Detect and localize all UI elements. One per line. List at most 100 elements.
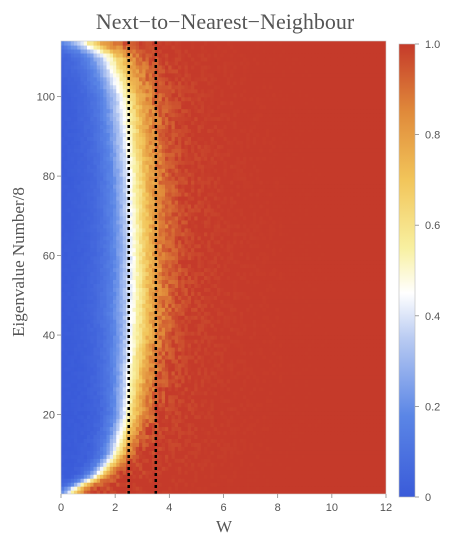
heatmap-cell <box>142 339 147 344</box>
heatmap-cell <box>207 323 212 328</box>
heatmap-cell <box>236 438 241 443</box>
heatmap-cell <box>67 386 72 392</box>
heatmap-cell <box>116 390 121 396</box>
heatmap-cell <box>74 478 78 483</box>
heatmap-cell <box>187 490 192 494</box>
heatmap-cell <box>314 299 319 304</box>
heatmap-cell <box>256 490 260 494</box>
heatmap-cell <box>61 315 65 320</box>
heatmap-cell <box>168 378 173 384</box>
heatmap-cell <box>369 311 374 316</box>
heatmap-cell <box>278 486 283 491</box>
heatmap-cell <box>376 474 381 479</box>
heatmap-cell <box>298 482 303 487</box>
heatmap-cell <box>122 394 127 400</box>
heatmap-cell <box>236 402 241 408</box>
heatmap-cell <box>243 358 247 364</box>
heatmap-cell <box>230 382 234 388</box>
heatmap-cell <box>356 339 361 344</box>
heatmap-cell <box>223 311 228 316</box>
heatmap-cell <box>119 350 124 356</box>
heatmap-cell <box>363 394 368 400</box>
heatmap-cell <box>122 307 127 312</box>
heatmap-cell <box>288 374 293 380</box>
heatmap-cell <box>291 319 296 324</box>
heatmap-cell <box>174 462 179 467</box>
heatmap-cell <box>207 311 212 316</box>
heatmap-cell <box>155 370 160 376</box>
heatmap-cell <box>158 398 163 404</box>
heatmap-cell <box>373 438 377 443</box>
heatmap-cell <box>191 486 195 491</box>
heatmap-cell <box>145 358 150 364</box>
heatmap-cell <box>252 474 257 479</box>
heatmap-cell <box>256 478 260 483</box>
heatmap-cell <box>330 406 335 412</box>
heatmap-cell <box>181 319 186 324</box>
heatmap-cell <box>168 398 173 404</box>
heatmap-cell <box>213 323 218 328</box>
heatmap-cell <box>132 430 137 435</box>
heatmap-cell <box>109 490 114 494</box>
heatmap-cell <box>178 366 182 372</box>
heatmap-cell <box>382 426 386 432</box>
heatmap-cell <box>246 486 251 491</box>
heatmap-cell <box>330 490 335 494</box>
heatmap-cell <box>90 486 95 491</box>
heatmap-cell <box>103 462 108 467</box>
heatmap-cell <box>178 315 182 320</box>
heatmap-cell <box>366 374 371 380</box>
heatmap-cell <box>61 402 65 408</box>
heatmap-cell <box>96 454 101 459</box>
heatmap-cell <box>77 410 82 416</box>
heatmap-cell <box>243 319 247 324</box>
heatmap-cell <box>301 438 306 443</box>
heatmap-cell <box>109 350 114 356</box>
heatmap-cell <box>191 434 195 439</box>
heatmap-cell <box>314 390 319 396</box>
heatmap-cell <box>142 402 147 408</box>
heatmap-cell <box>194 331 199 336</box>
heatmap-cell <box>223 331 228 336</box>
heatmap-cell <box>83 414 88 420</box>
heatmap-cell <box>168 482 173 487</box>
heatmap-cell <box>204 402 208 408</box>
heatmap-cell <box>382 398 386 404</box>
heatmap-cell <box>282 418 286 424</box>
heatmap-cell <box>61 382 65 388</box>
heatmap-cell <box>334 315 338 320</box>
heatmap-cell <box>298 390 303 396</box>
heatmap-cell <box>191 307 195 312</box>
heatmap-cell <box>249 458 254 463</box>
heatmap-cell <box>161 434 166 439</box>
heatmap-cell <box>340 450 345 455</box>
heatmap-cell <box>67 410 72 416</box>
heatmap-cell <box>70 478 75 483</box>
heatmap-cell <box>373 482 377 487</box>
heatmap-cell <box>340 374 345 380</box>
heatmap-cell <box>168 430 173 435</box>
heatmap-cell <box>135 350 140 356</box>
heatmap-cell <box>116 354 121 360</box>
heatmap-cell <box>343 311 348 316</box>
heatmap-cell <box>272 299 277 304</box>
heatmap-cell <box>243 354 247 360</box>
heatmap-cell <box>340 315 345 320</box>
heatmap-cell <box>373 343 377 348</box>
heatmap-cell <box>187 335 192 340</box>
heatmap-cell <box>256 406 260 412</box>
heatmap-cell <box>87 386 91 392</box>
heatmap-cell <box>207 307 212 312</box>
heatmap-cell <box>74 382 78 388</box>
heatmap-cell <box>181 434 186 439</box>
heatmap-cell <box>161 446 166 451</box>
heatmap-cell <box>194 346 199 352</box>
heatmap-cell <box>87 466 91 471</box>
heatmap-cell <box>129 295 134 300</box>
heatmap-cell <box>278 430 283 435</box>
heatmap-cell <box>103 307 108 312</box>
heatmap-cell <box>90 327 95 332</box>
heatmap-cell <box>317 339 322 344</box>
heatmap-cell <box>197 414 202 420</box>
heatmap-cell <box>269 398 273 404</box>
